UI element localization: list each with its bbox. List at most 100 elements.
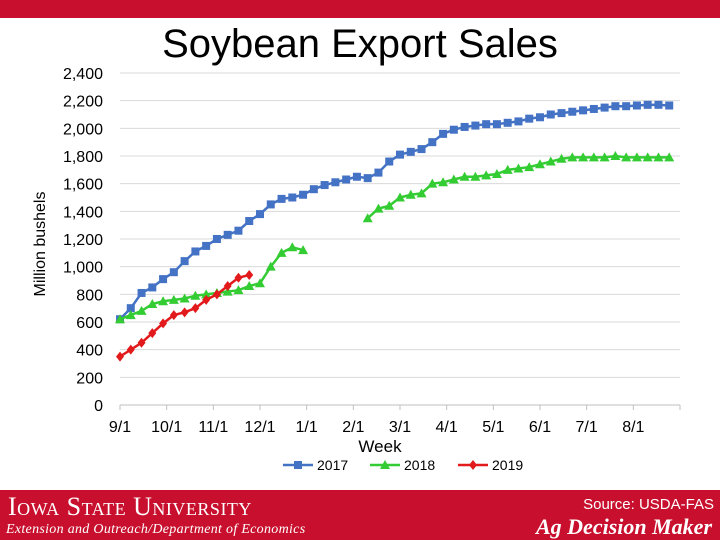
data-point-2019 — [159, 318, 168, 329]
data-point-2017 — [223, 230, 232, 239]
data-point-2017 — [568, 107, 577, 116]
data-point-2018 — [298, 245, 309, 255]
data-point-2019 — [212, 289, 221, 300]
y-tick-label: 2,000 — [63, 121, 103, 138]
data-point-2017 — [492, 120, 501, 129]
data-point-2018 — [405, 189, 416, 199]
data-point-2017 — [611, 102, 620, 111]
data-point-2017 — [212, 235, 221, 243]
x-tick-label: 8/1 — [622, 419, 644, 436]
data-point-2018 — [664, 152, 675, 162]
x-tick-label: 6/1 — [529, 419, 551, 436]
x-tick-label: 7/1 — [576, 419, 598, 436]
data-point-2019 — [126, 344, 135, 355]
data-point-2018 — [190, 290, 201, 300]
data-point-2018 — [168, 294, 179, 304]
data-point-2018 — [448, 174, 459, 184]
data-point-2017 — [632, 101, 641, 110]
data-point-2017 — [277, 194, 286, 203]
data-point-2018 — [276, 247, 287, 257]
data-point-2017 — [503, 118, 512, 127]
x-tick-label: 5/1 — [482, 419, 504, 436]
legend-marker-2018 — [380, 460, 390, 469]
data-point-2017 — [525, 114, 534, 123]
x-tick-label: 10/1 — [151, 419, 182, 436]
data-point-2017 — [288, 193, 297, 202]
data-point-2017 — [159, 275, 168, 284]
data-point-2019 — [169, 310, 178, 321]
series-line-2018 — [119, 245, 304, 321]
data-point-2017 — [169, 268, 178, 277]
data-point-2018 — [201, 289, 212, 299]
data-point-2018 — [556, 153, 567, 163]
university-logo-text: Iowa State University — [8, 492, 252, 521]
data-point-2017 — [600, 103, 609, 112]
data-point-2019 — [245, 269, 254, 280]
data-point-2019 — [191, 303, 200, 314]
data-point-2017 — [299, 190, 308, 199]
data-point-2017 — [191, 247, 200, 256]
x-tick-label: 4/1 — [436, 419, 458, 436]
data-point-2017 — [396, 150, 404, 159]
legend-marker-2019 — [469, 460, 477, 470]
slide-title: Soybean Export Sales — [162, 22, 558, 66]
data-point-2019 — [137, 337, 146, 348]
x-axis-title: Week — [358, 437, 402, 456]
data-point-2017 — [385, 157, 394, 166]
data-point-2018 — [438, 177, 449, 187]
data-point-2019 — [116, 351, 124, 362]
data-point-2018 — [545, 156, 556, 166]
data-point-2018 — [535, 159, 545, 169]
data-point-2017 — [406, 147, 415, 156]
top-accent-bar — [0, 0, 720, 18]
footer-bar — [0, 490, 720, 540]
brand-logo-text: Ag Decision Maker — [536, 514, 712, 539]
data-point-2019 — [148, 328, 157, 339]
y-tick-label: 1,600 — [63, 177, 103, 194]
data-point-2017 — [148, 283, 157, 292]
y-tick-label: 400 — [76, 343, 103, 360]
data-point-2018 — [125, 310, 136, 320]
data-point-2018 — [179, 293, 190, 303]
data-point-2018 — [255, 278, 265, 288]
data-point-2017 — [256, 210, 264, 219]
data-point-2017 — [234, 226, 243, 235]
data-point-2018 — [287, 242, 298, 252]
data-point-2018 — [524, 162, 535, 172]
y-tick-label: 1,800 — [63, 149, 103, 166]
data-point-2017 — [320, 181, 329, 190]
data-point-2018 — [491, 168, 502, 178]
data-point-2018 — [427, 178, 438, 188]
data-point-2018 — [136, 305, 147, 315]
y-tick-label: 200 — [76, 370, 103, 387]
y-tick-label: 2,200 — [63, 94, 103, 111]
x-tick-label: 2/1 — [342, 419, 364, 436]
x-tick-label: 12/1 — [244, 419, 275, 436]
data-point-2017 — [331, 178, 340, 187]
x-tick-label: 11/1 — [198, 419, 228, 436]
data-point-2019 — [180, 307, 189, 318]
data-point-2017 — [546, 110, 555, 119]
data-point-2017 — [471, 121, 480, 130]
data-point-2017 — [126, 304, 135, 313]
data-point-2018 — [642, 152, 653, 162]
data-point-2018 — [631, 152, 642, 162]
legend-marker-2017 — [294, 461, 302, 469]
data-point-2018 — [578, 152, 589, 162]
data-point-2017 — [180, 257, 189, 266]
data-point-2017 — [536, 113, 544, 122]
data-point-2017 — [266, 200, 275, 209]
data-point-2017 — [579, 106, 588, 115]
y-tick-label: 0 — [94, 398, 103, 415]
y-tick-label: 2,400 — [63, 66, 103, 83]
department-text: Extension and Outreach/Department of Eco… — [6, 522, 306, 537]
data-point-2019 — [223, 281, 232, 292]
data-point-2017 — [137, 288, 146, 297]
data-point-2017 — [439, 129, 448, 138]
data-point-2017 — [643, 100, 652, 109]
data-point-2018 — [588, 152, 599, 162]
data-point-2017 — [482, 120, 491, 129]
data-point-2018 — [147, 299, 158, 309]
source-note: Source: USDA-FAS — [583, 496, 714, 513]
data-point-2018 — [384, 200, 395, 210]
